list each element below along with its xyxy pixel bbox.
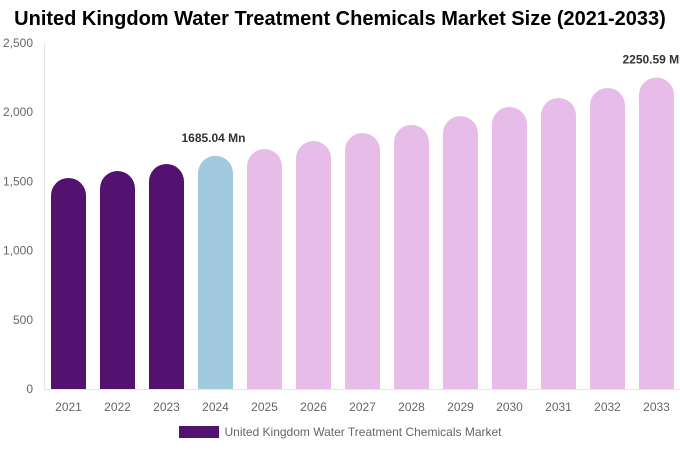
x-tick-label: 2026 [300, 400, 327, 414]
x-tick-label: 2029 [447, 400, 474, 414]
y-tick-label: 1,000 [3, 244, 33, 258]
chart-title: United Kingdom Water Treatment Chemicals… [14, 8, 666, 30]
bar-2030 [492, 106, 527, 390]
y-tick-label: 2,000 [3, 105, 33, 119]
x-tick-label: 2024 [202, 400, 229, 414]
y-tick-label: 2,500 [3, 36, 33, 50]
bar-2021 [51, 177, 86, 389]
bar-2024 [198, 155, 233, 389]
bar-2027 [345, 132, 380, 389]
y-tick-label: 500 [13, 313, 33, 327]
x-tick-label: 2032 [594, 400, 621, 414]
x-tick-label: 2028 [398, 400, 425, 414]
x-tick-label: 2022 [104, 400, 131, 414]
bar-2025 [247, 149, 282, 389]
legend-label: United Kingdom Water Treatment Chemicals… [224, 425, 502, 439]
y-tick-label: 1,500 [3, 174, 33, 188]
x-tick-label: 2033 [643, 400, 670, 414]
data-label: 2250.59 Mn [622, 53, 680, 67]
bar-2022 [100, 171, 135, 389]
bar-2023 [149, 163, 184, 389]
bar-2028 [394, 124, 429, 389]
bar-2033 [639, 77, 674, 389]
bar-2032 [590, 87, 625, 389]
x-tick-label: 2031 [545, 400, 572, 414]
bar-2031 [541, 97, 576, 390]
x-tick-label: 2027 [349, 400, 376, 414]
legend[interactable]: United Kingdom Water Treatment Chemicals… [0, 425, 680, 439]
x-tick-label: 2025 [251, 400, 278, 414]
x-tick-label: 2030 [496, 400, 523, 414]
bar-2029 [443, 116, 478, 389]
data-label: 1685.04 Mn [181, 131, 245, 145]
bar-2026 [296, 140, 331, 389]
x-tick-label: 2023 [153, 400, 180, 414]
x-tick-label: 2021 [55, 400, 82, 414]
y-tick-label: 0 [26, 382, 33, 396]
legend-swatch [178, 426, 219, 438]
